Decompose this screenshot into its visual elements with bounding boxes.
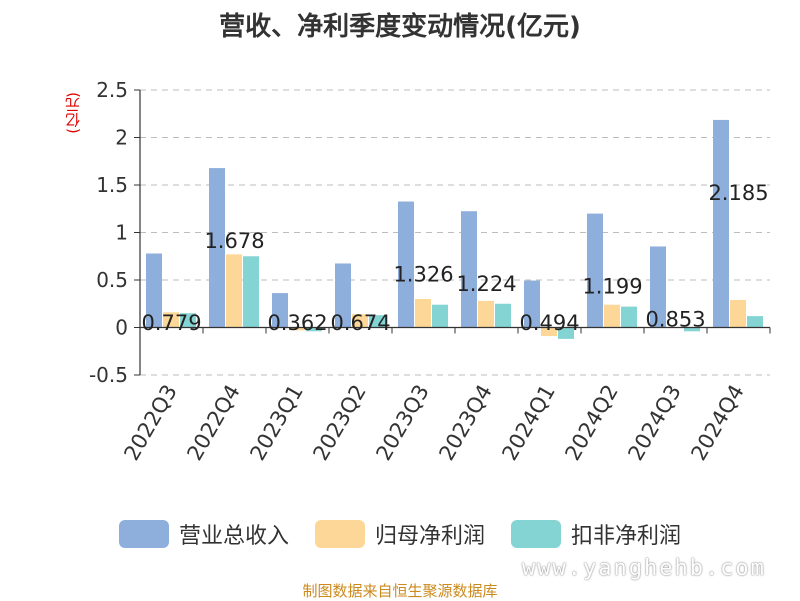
data-label: 0.362 [267, 311, 327, 335]
bar-net-profit[interactable] [289, 327, 305, 331]
y-tick-label: 0 [115, 316, 128, 340]
legend-item-revenue[interactable]: 营业总收入 [118, 518, 289, 550]
bar-net-profit[interactable] [163, 312, 179, 328]
data-source-note: 制图数据来自恒生聚源数据库 [302, 582, 498, 600]
bar-deducted-net-profit[interactable] [369, 315, 385, 328]
bar-net-profit[interactable] [415, 299, 431, 328]
data-label: 0.779 [141, 311, 201, 335]
x-tick-label: 2024Q4 [686, 381, 748, 465]
bar-net-profit[interactable] [352, 314, 368, 328]
bar-deducted-net-profit[interactable] [747, 316, 763, 328]
x-tick-label: 2023Q1 [245, 381, 307, 465]
bar-revenue[interactable] [650, 246, 666, 328]
bar-net-profit[interactable] [226, 254, 242, 328]
x-tick-label: 2024Q1 [497, 381, 559, 465]
chart-title: 营收、净利季度变动情况(亿元) [219, 12, 581, 42]
y-tick-label: 2.5 [96, 78, 128, 102]
x-tick-label: 2023Q4 [434, 381, 496, 465]
data-label: 1.678 [204, 229, 264, 253]
bar-net-profit[interactable] [541, 327, 557, 337]
y-tick-label: -0.5 [89, 363, 128, 387]
x-tick-label: 2024Q3 [623, 381, 685, 465]
legend-swatch-deducted-net-profit [511, 520, 561, 548]
bar-revenue[interactable] [524, 280, 540, 328]
data-label: 1.326 [393, 263, 453, 287]
bar-deducted-net-profit[interactable] [180, 313, 196, 328]
legend-item-net-profit[interactable]: 归母净利润 [314, 518, 485, 550]
bar-revenue[interactable] [209, 168, 225, 328]
watermark: www.yanghehb.com [522, 556, 766, 581]
bar-revenue[interactable] [272, 293, 288, 328]
legend: 营业总收入 归母净利润 扣非净利润 [0, 518, 800, 550]
bar-deducted-net-profit[interactable] [243, 256, 259, 328]
bar-deducted-net-profit[interactable] [432, 304, 448, 328]
legend-swatch-net-profit [314, 520, 365, 548]
data-label: 0.853 [645, 307, 705, 331]
legend-item-deducted-net-profit[interactable]: 扣非净利润 [511, 518, 681, 550]
legend-label-net-profit: 归母净利润 [374, 524, 485, 549]
data-label: 2.185 [708, 181, 768, 205]
legend-swatch-revenue [118, 520, 169, 548]
bar-revenue[interactable] [587, 213, 603, 328]
bar-deducted-net-profit[interactable] [306, 327, 322, 332]
bar-revenue[interactable] [398, 201, 414, 328]
bar-net-profit[interactable] [478, 300, 494, 328]
bar-deducted-net-profit[interactable] [684, 327, 700, 332]
bar-deducted-net-profit[interactable] [495, 303, 511, 328]
legend-label-deducted-net-profit: 扣非净利润 [571, 524, 682, 549]
y-tick-label: 0.5 [96, 268, 128, 292]
bar-net-profit[interactable] [730, 299, 746, 328]
bar-net-profit[interactable] [604, 304, 620, 328]
x-tick-label: 2022Q4 [182, 381, 244, 465]
data-label: 0.674 [330, 311, 390, 335]
bars [146, 119, 763, 339]
x-tick-label: 2023Q3 [371, 381, 433, 465]
bar-revenue[interactable] [146, 253, 162, 328]
x-tick-label: 2022Q3 [119, 381, 181, 465]
x-tick-label: 2024Q2 [560, 381, 622, 465]
legend-label-revenue: 营业总收入 [178, 524, 289, 549]
y-tick-label: 1 [115, 221, 128, 245]
bar-deducted-net-profit[interactable] [558, 327, 574, 339]
data-label: 0.494 [519, 311, 579, 335]
y-tick-label: 1.5 [96, 173, 128, 197]
x-tick-label: 2023Q2 [308, 381, 370, 465]
data-label: 1.224 [456, 272, 516, 296]
bar-revenue[interactable] [713, 119, 729, 328]
data-label: 1.199 [582, 275, 642, 299]
bar-deducted-net-profit[interactable] [621, 306, 637, 328]
bar-revenue[interactable] [461, 211, 477, 328]
bar-revenue[interactable] [335, 263, 351, 328]
y-tick-label: 2 [115, 126, 128, 150]
